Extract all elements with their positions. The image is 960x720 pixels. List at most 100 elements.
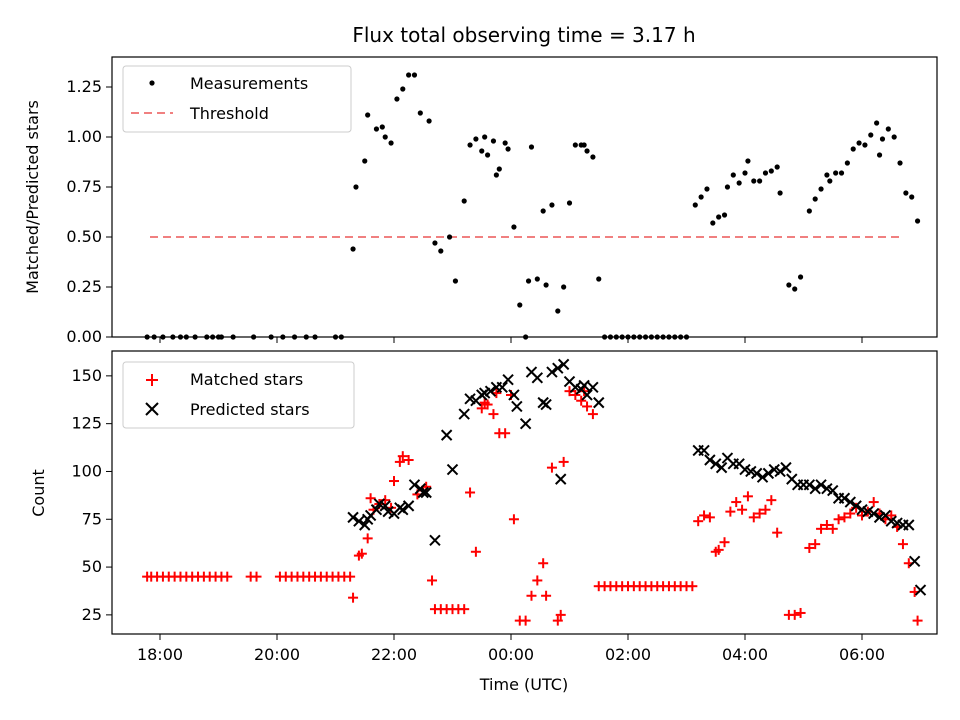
measurement-point <box>876 152 883 158</box>
matched-point <box>821 520 832 531</box>
predicted-point <box>914 584 927 596</box>
matched-point <box>833 514 844 525</box>
matched-point <box>546 462 557 473</box>
predicted-point <box>496 381 508 394</box>
measurement-point <box>757 178 763 184</box>
measurement-point <box>692 202 698 208</box>
matched-point <box>742 491 753 502</box>
measurement-point <box>350 246 356 252</box>
x-tick-label: 04:00 <box>722 645 768 664</box>
measurement-point <box>850 146 856 152</box>
x-tick-label: 02:00 <box>605 645 651 664</box>
predicted-point <box>756 471 769 483</box>
predicted-point <box>593 396 605 409</box>
measurement-point <box>561 284 567 290</box>
predicted-point <box>446 463 459 476</box>
predicted-point <box>531 372 544 384</box>
measurement-point <box>353 184 359 190</box>
matched-point <box>587 409 598 420</box>
measurement-point <box>511 224 517 230</box>
measurement-point <box>874 120 880 126</box>
measurement-point <box>394 96 400 102</box>
measurement-point <box>879 136 886 142</box>
predicted-point <box>429 534 441 547</box>
legend-matched-marker <box>146 374 158 386</box>
measurement-point <box>400 86 406 92</box>
matched-point <box>810 539 821 550</box>
legend-predicted-marker <box>145 402 159 416</box>
predicted-point <box>353 515 365 527</box>
matched-point <box>570 389 581 400</box>
matched-point <box>345 571 356 582</box>
matched-point <box>362 533 373 544</box>
matched-point <box>719 537 730 548</box>
measurement-point <box>914 218 921 224</box>
measurement-point <box>903 190 909 196</box>
matched-point <box>766 495 777 506</box>
matched-point <box>789 609 800 620</box>
predicted-point <box>581 389 593 401</box>
predicted-point <box>555 473 567 485</box>
measurement-point <box>528 144 535 150</box>
top-y-axis-label: Matched/Predicted stars <box>23 100 42 294</box>
predicted-star-points <box>347 358 927 596</box>
legend-measurements-marker <box>149 80 155 86</box>
measurement-point <box>373 126 380 132</box>
matched-point <box>365 493 376 504</box>
measurement-point <box>482 134 488 140</box>
top-panel: 0.00 0.25 0.50 0.75 1.00 1.25 Matched/Predict… <box>23 56 938 346</box>
measurement-point <box>909 194 915 200</box>
y-tick-label: 75 <box>82 509 102 528</box>
matched-point <box>470 546 481 557</box>
bottom-y-axis-label: Count <box>29 469 48 517</box>
measurement-point <box>838 170 845 176</box>
matched-point <box>541 590 552 601</box>
matched-point <box>725 506 736 517</box>
bottom-panel: 25 50 75 100 125 150 18:00 20:00 22:00 00:00 02:0… <box>29 350 938 694</box>
y-tick-label: 100 <box>71 461 102 480</box>
matched-point <box>476 403 487 414</box>
legend-threshold-label: Threshold <box>189 104 269 123</box>
measurement-point <box>365 112 371 118</box>
measurement-point <box>762 170 769 176</box>
measurement-point <box>797 274 804 280</box>
y-tick-label: 125 <box>71 414 102 433</box>
measurement-point <box>891 134 897 140</box>
predicted-point <box>546 366 558 378</box>
measurement-point <box>704 186 710 192</box>
predicted-point <box>704 454 716 466</box>
predicted-point <box>540 398 552 411</box>
measurement-point <box>379 124 385 130</box>
predicted-point <box>417 486 429 499</box>
measurement-point <box>432 240 438 246</box>
measurement-point <box>534 276 540 282</box>
x-tick-label: 22:00 <box>371 645 417 664</box>
measurement-point <box>555 308 561 314</box>
measurement-point <box>382 134 388 140</box>
predicted-point <box>774 465 786 478</box>
matched-point <box>912 615 923 626</box>
matched-point <box>558 456 569 467</box>
y-tick-label: 0.00 <box>66 327 102 346</box>
measurement-point <box>493 172 499 178</box>
y-tick-label: 0.25 <box>66 277 102 296</box>
measurement-point <box>742 170 748 176</box>
matched-point <box>397 451 408 462</box>
predicted-point <box>698 444 710 457</box>
matched-point <box>555 609 566 620</box>
predicted-point <box>397 504 409 516</box>
x-axis-label: Time (UTC) <box>479 675 568 694</box>
predicted-point <box>420 486 432 499</box>
matched-point <box>403 454 414 465</box>
legend-matched-label: Matched stars <box>190 370 303 389</box>
measurement-point <box>806 208 812 214</box>
top-legend: Measurements Threshold <box>122 65 352 133</box>
measurement-point <box>517 302 523 308</box>
predicted-point <box>827 484 839 497</box>
predicted-point <box>867 507 880 520</box>
measurement-point <box>824 172 830 178</box>
measurement-point <box>698 194 704 200</box>
measurement-point <box>862 142 868 148</box>
matched-point <box>804 542 815 553</box>
